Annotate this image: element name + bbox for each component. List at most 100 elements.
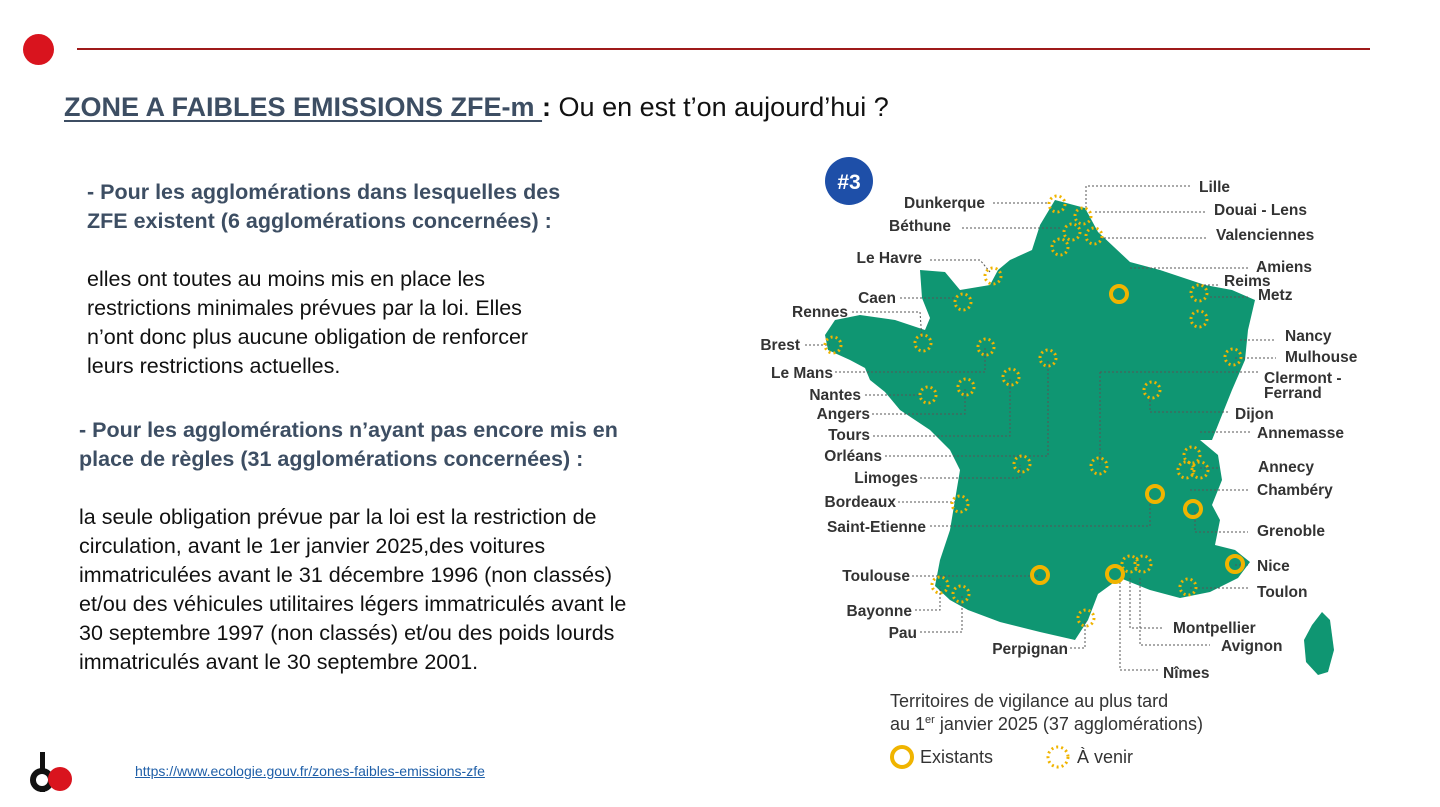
city-label-douai-lens: Douai - Lens xyxy=(1214,202,1307,219)
city-label-toulouse: Toulouse xyxy=(842,568,910,585)
upcoming-marker xyxy=(1012,454,1032,474)
city-label-mulhouse: Mulhouse xyxy=(1285,349,1358,366)
upcoming-marker xyxy=(1182,445,1202,465)
upcoming-marker xyxy=(1142,380,1162,400)
upcoming-marker xyxy=(1089,456,1109,476)
city-label-montpellier: Montpellier xyxy=(1173,620,1256,637)
section2-heading-line1: - Pour les agglomérations n’ayant pas en… xyxy=(79,418,618,442)
upcoming-marker xyxy=(1178,577,1198,597)
corsica-shape xyxy=(1304,612,1334,675)
city-label-caen: Caen xyxy=(858,290,896,307)
upcoming-marker xyxy=(1076,608,1096,628)
france-mainland-shape xyxy=(825,200,1255,640)
upcoming-marker xyxy=(956,377,976,397)
section2-body-line: 30 septembre 1997 (non classés) et/ou de… xyxy=(79,621,615,645)
city-label-nice: Nice xyxy=(1257,558,1290,575)
section-pending-zfe: - Pour les agglomérations n’ayant pas en… xyxy=(79,416,739,677)
ministry-logo xyxy=(30,752,72,792)
upcoming-marker xyxy=(953,292,973,312)
existing-marker xyxy=(1183,499,1203,519)
section2-body-line: circulation, avant le 1er janvier 2025,d… xyxy=(79,534,546,558)
section1-body-line: elles ont toutes au moins mis en place l… xyxy=(87,267,485,291)
city-label-annecy: Annecy xyxy=(1258,459,1314,476)
legend-line2-sup: er xyxy=(925,714,935,726)
city-label-bordeaux: Bordeaux xyxy=(825,494,897,511)
city-label-valenciennes: Valenciennes xyxy=(1216,227,1314,244)
legend-existing-label: Existants xyxy=(920,747,993,767)
section1-body-line: n’ont donc plus aucune obligation de ren… xyxy=(87,325,529,349)
section1-body-line: leurs restrictions actuelles. xyxy=(87,354,341,378)
section2-body-line: immatriculés avant le 30 septembre 2001. xyxy=(79,650,479,674)
badge-circle xyxy=(825,157,873,205)
red-dot-icon xyxy=(23,34,54,65)
city-label-amiens: Amiens xyxy=(1256,259,1312,276)
upcoming-marker xyxy=(1038,348,1058,368)
legend-line2-suffix: janvier 2025 (37 agglomérations) xyxy=(935,714,1203,734)
source-link[interactable]: https://www.ecologie.gouv.fr/zones-faibl… xyxy=(135,763,485,779)
upcoming-marker xyxy=(1189,309,1209,329)
legend-upcoming-label: À venir xyxy=(1077,747,1133,767)
upcoming-marker xyxy=(1133,554,1153,574)
city-label-metz: Metz xyxy=(1258,287,1293,304)
city-labels: Lille Dunkerque Douai - Lens Béthune Val… xyxy=(760,179,1357,682)
legend-line2: au 1er janvier 2025 (37 agglomérations) xyxy=(890,714,1203,734)
upcoming-marker xyxy=(913,333,933,353)
city-label-bayonne: Bayonne xyxy=(847,603,913,620)
section1-body-line: restrictions minimales prévues par la lo… xyxy=(87,296,522,320)
page-title: ZONE A FAIBLES EMISSIONS ZFE-m : Ou en e… xyxy=(64,92,889,123)
title-colon: : xyxy=(542,92,552,122)
city-label-rennes: Rennes xyxy=(792,304,848,321)
upcoming-marker xyxy=(1001,367,1021,387)
upcoming-marker xyxy=(1120,554,1140,574)
city-label-limoges: Limoges xyxy=(854,470,918,487)
leader-lines xyxy=(805,185,1276,671)
upcoming-marker xyxy=(823,335,843,355)
section-existing-zfe: - Pour les agglomérations dans lesquelle… xyxy=(87,178,647,381)
header-rule xyxy=(77,48,1370,50)
title-rest: Ou en est t’on aujourd’hui ? xyxy=(551,92,889,122)
upcoming-marker xyxy=(951,584,971,604)
upcoming-marker xyxy=(983,266,1003,286)
upcoming-marker xyxy=(918,385,938,405)
city-label-le-mans: Le Mans xyxy=(771,365,833,382)
section2-body-line: et/ou des véhicules utilitaires légers i… xyxy=(79,592,627,616)
upcoming-marker xyxy=(1176,460,1196,480)
upcoming-marker xyxy=(1047,194,1067,214)
existing-marker xyxy=(1109,284,1129,304)
city-label-saint-etienne: Saint-Etienne xyxy=(827,519,926,536)
city-label-le-havre: Le Havre xyxy=(857,250,923,267)
upcoming-marker xyxy=(1189,283,1209,303)
upcoming-marker xyxy=(930,575,950,595)
city-label-annemasse: Annemasse xyxy=(1257,425,1344,442)
city-label-dijon: Dijon xyxy=(1235,406,1274,423)
city-label-lille: Lille xyxy=(1199,179,1230,196)
badge-label: #3 xyxy=(837,171,860,194)
upcoming-marker xyxy=(976,337,996,357)
legend-line2-prefix: au 1 xyxy=(890,714,925,734)
upcoming-marker xyxy=(1062,222,1082,242)
existing-marker xyxy=(1030,565,1050,585)
city-label-clermont: Clermont - xyxy=(1264,370,1342,387)
legend-existing-icon xyxy=(890,745,914,769)
existing-marker xyxy=(1225,554,1245,574)
title-main: ZONE A FAIBLES EMISSIONS ZFE-m xyxy=(64,92,543,122)
city-label-brest: Brest xyxy=(760,337,800,354)
upcoming-marker xyxy=(1084,226,1104,246)
section2-body-line: la seule obligation prévue par la loi es… xyxy=(79,505,597,529)
france-zfe-map: #3 xyxy=(760,157,1358,769)
city-label-tours: Tours xyxy=(828,427,870,444)
city-label-reims: Reims xyxy=(1224,273,1271,290)
map-legend: Territoires de vigilance au plus tard au… xyxy=(890,691,1203,769)
existing-marker xyxy=(1105,564,1125,584)
upcoming-markers xyxy=(823,194,1243,628)
existing-markers xyxy=(1030,284,1245,585)
city-label-chambery: Chambéry xyxy=(1257,482,1333,499)
upcoming-marker xyxy=(1050,237,1070,257)
city-label-ferrand: Ferrand xyxy=(1264,385,1322,402)
city-label-orleans: Orléans xyxy=(824,448,882,465)
upcoming-marker xyxy=(1190,460,1210,480)
city-label-nimes: Nîmes xyxy=(1163,665,1210,682)
city-label-angers: Angers xyxy=(817,406,870,423)
legend-line1: Territoires de vigilance au plus tard xyxy=(890,691,1168,711)
upcoming-marker xyxy=(950,494,970,514)
